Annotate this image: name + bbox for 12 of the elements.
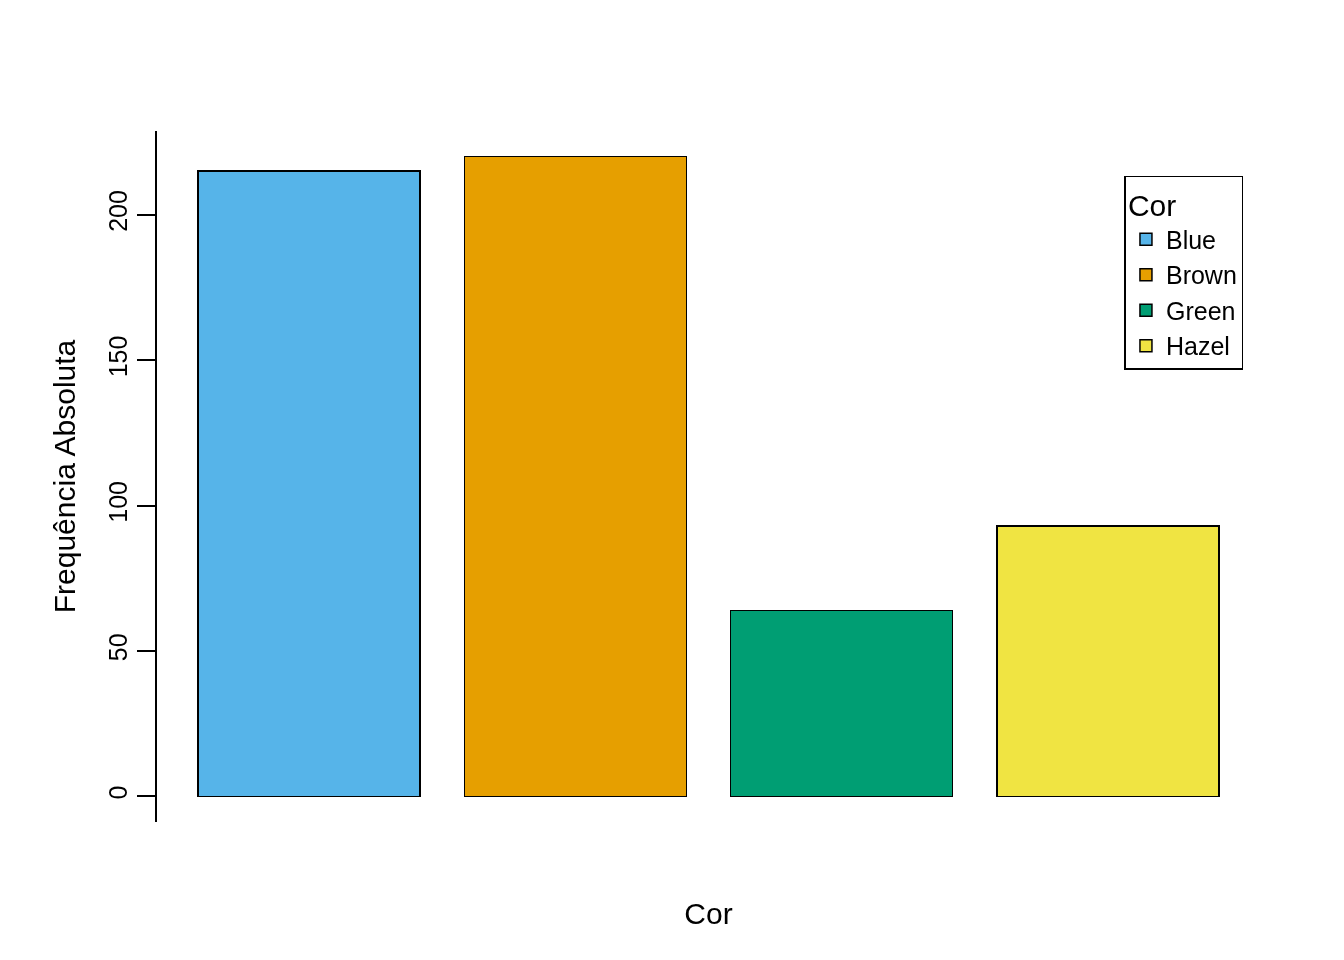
x-axis-title: Cor [684,896,733,930]
y-tick-label: 0 [104,785,133,800]
y-axis-title: Frequência Absoluta [47,339,81,614]
y-tick-label: 100 [104,480,133,523]
y-tick-label: 200 [104,190,133,232]
y-tick-label: 150 [104,335,133,378]
legend-label: Green [1165,296,1236,325]
legend-label: Brown [1165,261,1237,290]
legend-label: Hazel [1165,332,1230,361]
legend-label: Blue [1165,225,1216,254]
legend-title: Cor [1127,189,1177,223]
y-tick-label: 50 [104,633,133,662]
